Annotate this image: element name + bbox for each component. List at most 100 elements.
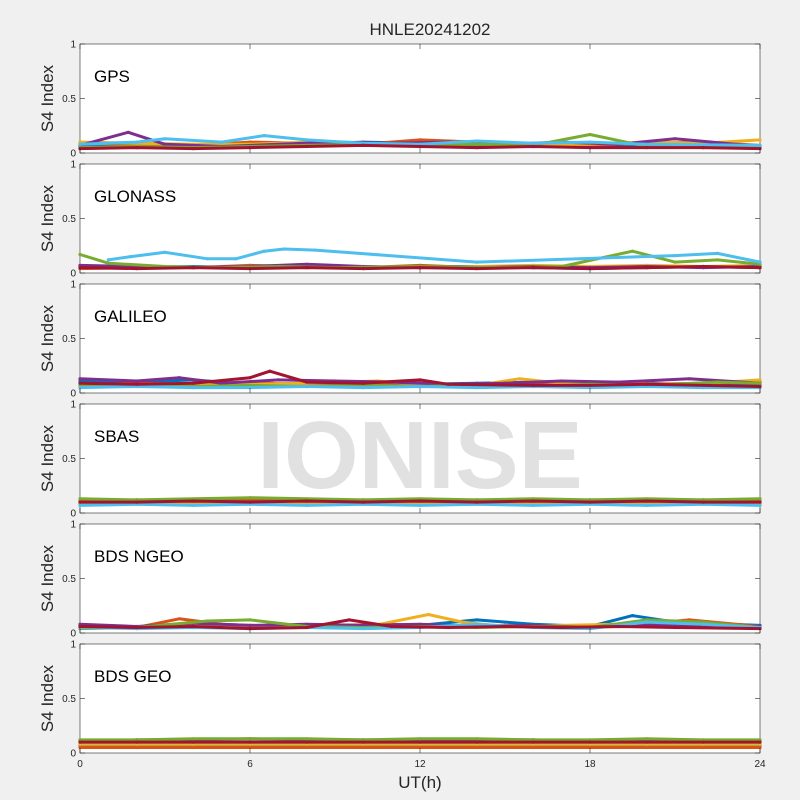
data-point [313,248,317,252]
plot-area [79,643,761,754]
panel-3: 0 0.5 1 S4 Index SBAS [38,400,762,520]
data-point [305,737,309,741]
y-tick-label: 0 [70,629,76,640]
y-tick-label: 1 [70,40,76,51]
data-point [361,740,365,744]
data-point [701,146,705,150]
data-point [758,384,762,389]
data-point [126,130,130,134]
data-point [191,147,195,151]
x-tick-label: 0 [77,759,83,770]
data-point [106,258,110,262]
data-point [248,386,252,390]
data-point [78,386,82,390]
data-point [191,624,195,629]
data-point [560,625,564,630]
data-point [715,251,720,255]
data-point [645,266,649,270]
data-point [135,745,139,750]
data-point [129,255,133,259]
data-point [191,386,195,390]
figure-title: HNLE20241202 [370,20,491,39]
y-tick-label: 0.5 [62,694,76,705]
data-point [588,146,592,150]
data-point [191,737,195,741]
data-point [177,617,181,621]
x-tick-label: 24 [754,759,766,770]
data-point [503,624,507,629]
data-point [78,142,82,146]
data-point [78,624,82,629]
y-tick-label: 0.5 [62,94,76,105]
x-tick-label: 18 [584,759,596,770]
y-axis-label: S4 Index [38,544,57,612]
y-tick-label: 0.5 [62,214,76,225]
constellation-label: BDS GEO [94,667,171,686]
data-point [418,138,422,142]
y-tick-label: 1 [70,640,76,651]
data-point [758,740,762,744]
data-point [645,499,649,503]
data-point [588,745,592,750]
data-point [588,132,592,137]
data-point [475,740,479,744]
data-point [758,503,762,507]
data-point [701,500,705,504]
data-point [305,745,309,750]
data-point [220,140,224,144]
x-axis-label: UT(h) [398,773,441,792]
data-point [588,740,592,744]
data-point [361,627,365,631]
data-point [191,381,195,385]
data-point [758,262,762,266]
data-point [305,499,309,503]
y-tick-label: 0 [70,509,76,520]
data-point [758,138,762,142]
data-point [305,740,309,744]
data-point [588,500,592,504]
data-point [645,382,649,386]
data-point [78,503,82,507]
data-point [234,257,238,261]
data-point [248,496,252,500]
data-point [645,503,649,507]
data-point [715,258,720,262]
data-point [616,380,620,384]
data-point [418,384,422,389]
data-point [205,619,210,623]
data-point [531,266,535,270]
y-axis-label: S4 Index [38,64,57,132]
data-point [135,625,139,630]
data-point [758,143,762,147]
y-axis-label: S4 Index [38,424,57,492]
data-point [78,740,82,744]
data-point [687,377,691,381]
data-point [191,266,195,270]
data-point [645,146,649,150]
data-point [248,745,252,750]
data-point [475,386,479,390]
data-point [758,378,762,382]
data-point [426,612,431,617]
data-point [475,618,479,622]
data-point [78,745,82,750]
data-point [305,380,309,384]
data-point [475,500,479,504]
data-point [305,262,309,266]
data-point [475,267,479,271]
y-tick-label: 0.5 [62,574,76,585]
data-point [361,745,365,750]
y-tick-label: 1 [70,400,76,411]
plot-area [79,283,761,394]
panels: 0 0.5 1 S4 Index GPS 0 0.5 1 S4 Index GLONASS 0 0.5… [38,40,766,771]
data-point [305,503,309,507]
data-point [282,247,286,251]
data-point [475,142,479,146]
data-point [361,143,365,147]
data-point [758,497,762,501]
data-point [78,497,82,501]
data-point [475,139,479,143]
y-tick-label: 0 [70,749,76,760]
data-point [418,737,422,741]
data-point [390,624,394,629]
